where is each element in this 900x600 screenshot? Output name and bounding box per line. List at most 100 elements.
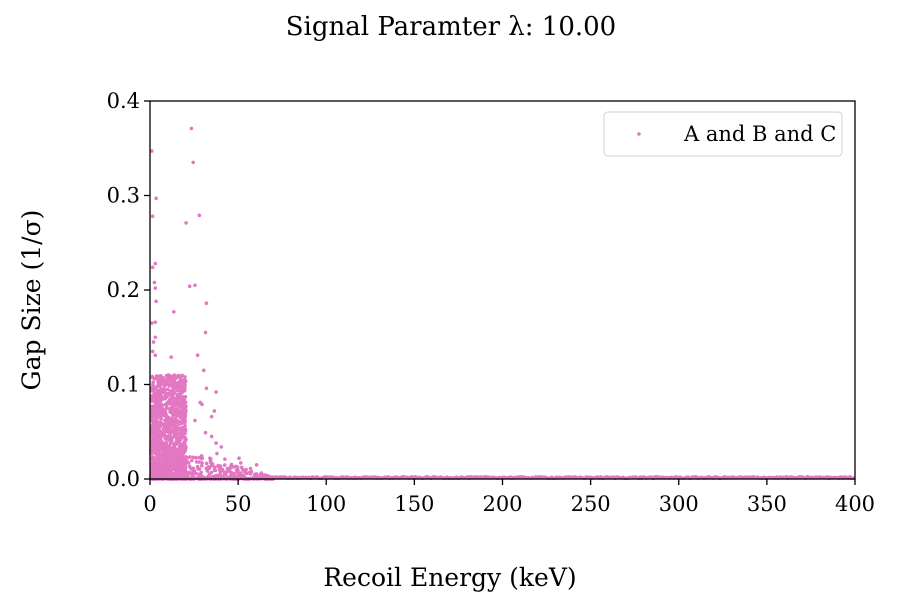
- data-point: [154, 447, 159, 451]
- data-point: [170, 465, 175, 470]
- data-point: [174, 469, 178, 473]
- data-point: [152, 386, 157, 390]
- data-point: [195, 353, 200, 358]
- data-point: [168, 428, 173, 433]
- data-point: [171, 430, 176, 435]
- data-point: [174, 396, 178, 401]
- chart-title: Signal Paramter λ: 10.00: [286, 12, 616, 42]
- data-point: [167, 399, 172, 404]
- data-point: [183, 408, 188, 413]
- data-point: [159, 465, 163, 469]
- data-point: [158, 452, 162, 457]
- data-point: [158, 379, 162, 383]
- data-point: [155, 436, 160, 441]
- data-point: [170, 394, 174, 398]
- data-point: [153, 430, 158, 434]
- data-point: [254, 463, 259, 467]
- data-point: [176, 413, 181, 418]
- data-point: [185, 460, 190, 464]
- data-point: [175, 441, 180, 445]
- data-point: [165, 419, 170, 424]
- data-point: [236, 468, 240, 473]
- data-point: [176, 407, 181, 412]
- data-point: [228, 466, 232, 470]
- data-point: [154, 411, 159, 415]
- data-point: [169, 355, 173, 359]
- data-point: [191, 160, 195, 165]
- data-point: [165, 447, 170, 451]
- data-point: [161, 451, 166, 456]
- data-point: [166, 461, 170, 466]
- data-point: [172, 373, 177, 377]
- data-point: [151, 380, 156, 384]
- data-point: [153, 335, 158, 340]
- data-point: [153, 261, 158, 266]
- y-tick-label: 0.1: [107, 373, 140, 397]
- data-point: [194, 460, 199, 464]
- data-point: [179, 437, 183, 441]
- data-point: [167, 415, 171, 420]
- x-axis-ticks: 0 50 100 150 200 250 300 350 400: [143, 479, 875, 516]
- data-point: [162, 390, 166, 395]
- data-point: [164, 474, 169, 479]
- data-point: [156, 374, 160, 379]
- data-point: [182, 388, 187, 393]
- data-point: [168, 441, 173, 446]
- data-point: [171, 309, 176, 314]
- y-axis-label: Gap Size (1/σ): [17, 210, 46, 391]
- data-point: [214, 441, 218, 445]
- data-point: [172, 411, 177, 416]
- data-point: [200, 461, 204, 465]
- data-point: [248, 466, 253, 471]
- data-point: [154, 406, 159, 411]
- data-point: [215, 473, 219, 478]
- data-point: [152, 439, 156, 443]
- data-point: [229, 462, 234, 467]
- data-point: [151, 462, 156, 466]
- plot-frame: [149, 100, 856, 480]
- data-point: [213, 465, 217, 469]
- data-point: [176, 473, 181, 478]
- data-point: [152, 280, 157, 285]
- data-point: [165, 401, 169, 406]
- data-point: [171, 382, 176, 386]
- data-point: [179, 401, 184, 406]
- data-point: [179, 411, 183, 416]
- y-tick-label: 0.2: [107, 278, 140, 302]
- data-point: [158, 394, 162, 398]
- x-axis-label: Recoil Energy (keV): [323, 563, 576, 592]
- data-point: [154, 196, 158, 201]
- data-point: [172, 407, 176, 411]
- legend-marker: [637, 132, 641, 136]
- data-point: [172, 473, 177, 478]
- data-point: [237, 456, 241, 461]
- data-point: [183, 435, 187, 439]
- data-point: [161, 440, 165, 445]
- data-point: [187, 464, 192, 469]
- data-point: [179, 388, 184, 393]
- data-point: [201, 368, 206, 373]
- data-point: [149, 149, 154, 153]
- data-point: [212, 409, 217, 413]
- data-point: [162, 383, 167, 388]
- data-point: [183, 444, 188, 448]
- x-tick-label: 250: [571, 492, 611, 516]
- data-point: [178, 450, 183, 455]
- data-point: [163, 442, 168, 447]
- data-point: [172, 378, 177, 382]
- data-point: [200, 402, 204, 407]
- data-point: [150, 412, 154, 417]
- data-point: [151, 474, 156, 478]
- legend: A and B and C: [603, 111, 843, 157]
- data-point: [197, 213, 202, 218]
- data-point: [169, 379, 173, 383]
- data-point: [162, 408, 167, 412]
- x-tick-label: 100: [306, 492, 346, 516]
- data-point: [183, 375, 187, 379]
- data-point: [161, 413, 166, 418]
- data-point: [180, 379, 184, 384]
- data-point: [200, 456, 205, 460]
- data-point: [154, 404, 159, 408]
- data-point: [153, 320, 158, 324]
- data-point: [163, 434, 167, 439]
